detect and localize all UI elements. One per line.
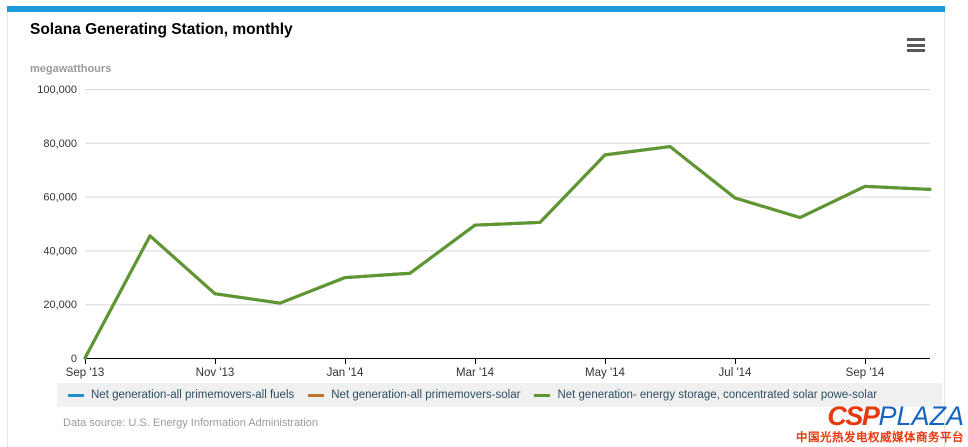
accent-bar [7,6,945,12]
csp-plaza-logo: CSPPLAZA [796,400,964,431]
hamburger-icon [907,38,925,52]
logo-tagline: 中国光热发电权威媒体商务平台 [796,431,964,444]
y-axis-title: megawatthours [30,63,112,75]
legend-label: Net generation-all primemovers-solar [331,389,521,401]
chart-menu-button[interactable] [907,38,925,52]
hamburger-bar [907,38,925,41]
logo-csp-text: CSP [827,400,880,431]
legend-item[interactable]: Net generation- energy storage, concentr… [534,389,877,401]
chart-legend: Net generation-all primemovers-all fuels… [57,383,942,407]
hamburger-bar [907,49,925,52]
legend-label: Net generation- energy storage, concentr… [557,389,878,401]
hamburger-bar [907,43,925,47]
logo-plaza-text: PLAZA [878,400,964,431]
plot-area[interactable] [85,89,930,358]
legend-marker [308,393,325,397]
legend-marker [68,393,84,397]
legend-item[interactable]: Net generation-all primemovers-all fuels [68,389,294,401]
legend-label: Net generation-all primemovers-all fuels [91,389,295,401]
legend-marker [534,393,551,397]
legend-item[interactable]: Net generation-all primemovers-solar [308,389,520,401]
chart-title: Solana Generating Station, monthly [30,21,293,38]
csp-plaza-watermark: CSPPLAZA 中国光热发电权威媒体商务平台 [796,400,964,445]
data-source-note: Data source: U.S. Energy Information Adm… [63,417,318,429]
